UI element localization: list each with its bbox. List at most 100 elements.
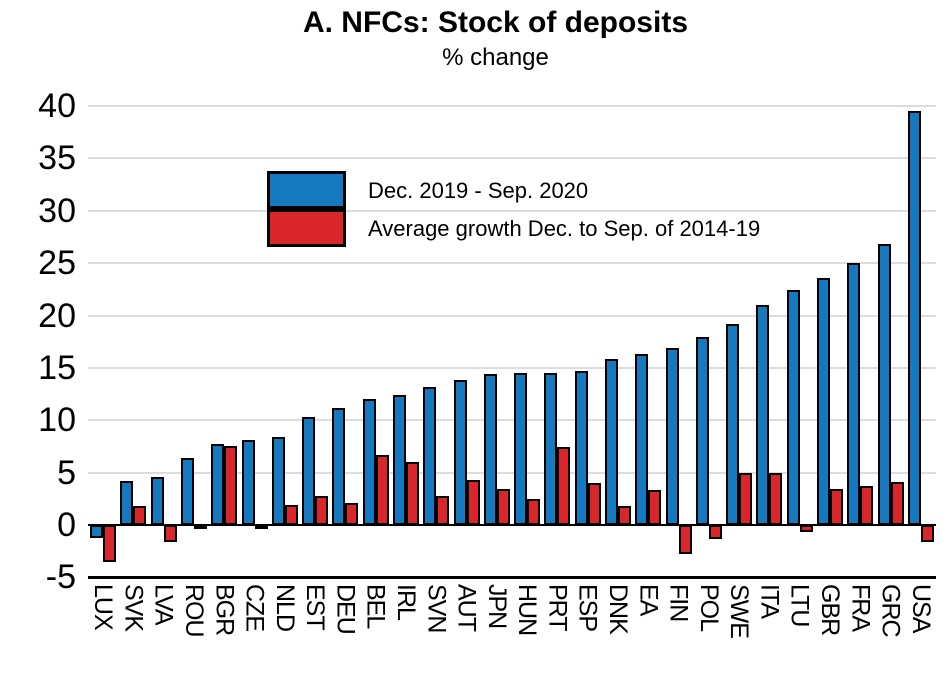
- bar-blue-FIN: [665, 347, 679, 525]
- bar-blue-SVN: [423, 386, 437, 525]
- x-tick-label-LTU: LTU: [785, 584, 814, 627]
- bar-blue-ESP: [574, 371, 588, 525]
- y-tick-label-15: 15: [38, 348, 76, 387]
- bar-blue-HUN: [514, 373, 528, 525]
- x-tick-label-AUT: AUT: [452, 584, 481, 631]
- bar-blue-SWE: [726, 323, 740, 525]
- bar-blue-DEU: [332, 407, 346, 525]
- x-tick-label-JPN: JPN: [482, 584, 511, 629]
- legend-swatch-blue: [267, 171, 346, 209]
- y-tick-label-30: 30: [38, 191, 76, 230]
- bar-red-POL: [708, 525, 722, 539]
- bar-red-LUX: [103, 525, 117, 562]
- x-tick-label-FRA: FRA: [846, 584, 875, 631]
- bar-blue-POL: [695, 337, 709, 525]
- chart-title: A. NFCs: Stock of deposits: [302, 6, 689, 39]
- legend-label-red: Average growth Dec. to Sep. of 2014-19: [368, 216, 761, 241]
- bar-blue-PRT: [544, 373, 558, 525]
- bar-blue-ROU: [181, 457, 194, 525]
- x-tick-label-EA: EA: [634, 584, 663, 616]
- bar-blue-EST: [302, 417, 316, 525]
- bar-red-USA: [920, 525, 934, 542]
- bar-blue-JPN: [483, 374, 497, 525]
- bar-red-SVN: [436, 495, 450, 525]
- bar-blue-IRL: [393, 395, 406, 525]
- bar-red-ESP: [587, 483, 601, 525]
- x-tick-label-EST: EST: [301, 584, 330, 630]
- gridline-y20: [88, 314, 936, 317]
- bar-red-EST: [315, 495, 329, 525]
- bar-blue-SVK: [120, 481, 134, 525]
- bar-red-IRL: [406, 462, 419, 525]
- bar-red-FRA: [860, 486, 874, 525]
- bar-blue-BEL: [362, 399, 376, 525]
- x-tick-label-ROU: ROU: [180, 584, 208, 637]
- bar-red-SVK: [133, 506, 147, 525]
- bar-red-ROU: [194, 525, 207, 529]
- gridline-y15: [88, 366, 936, 369]
- bar-red-AUT: [466, 479, 480, 525]
- x-tick-label-SWE: SWE: [725, 584, 754, 638]
- x-tick-label-GRC: GRC: [876, 584, 905, 637]
- x-tick-label-LVA: LVA: [149, 584, 178, 625]
- x-axis-line: [88, 576, 936, 580]
- y-tick-label-20: 20: [38, 296, 76, 335]
- bar-red-EA: [648, 490, 662, 525]
- bar-blue-LTU: [786, 290, 800, 525]
- bar-red-DEU: [345, 503, 359, 525]
- x-tick-label-IRL: IRL: [392, 584, 420, 620]
- x-tick-label-CZE: CZE: [240, 584, 269, 631]
- gridline-y5: [88, 471, 936, 474]
- x-tick-label-SVN: SVN: [422, 584, 451, 633]
- bar-red-SWE: [739, 472, 753, 525]
- bar-red-BGR: [224, 446, 238, 525]
- x-tick-label-BEL: BEL: [361, 584, 390, 629]
- legend-swatch-red: [267, 209, 346, 247]
- bar-red-LTU: [799, 525, 813, 533]
- bar-red-HUN: [527, 498, 541, 525]
- gridline-y35: [88, 157, 936, 160]
- gridline-y40: [88, 105, 936, 107]
- bar-blue-GBR: [817, 277, 830, 525]
- bar-blue-LVA: [150, 476, 164, 525]
- bar-red-GBR: [830, 489, 843, 525]
- bar-red-ITA: [769, 472, 783, 525]
- y-tick-label-25: 25: [38, 244, 76, 283]
- y-tick-label-10: 10: [38, 401, 76, 440]
- x-tick-label-LUX: LUX: [89, 584, 118, 630]
- bar-red-LVA: [163, 525, 177, 542]
- gridline-y10: [88, 419, 936, 422]
- bar-blue-DNK: [605, 359, 618, 525]
- bar-red-GRC: [890, 482, 904, 525]
- x-tick-label-DEU: DEU: [331, 584, 360, 634]
- zero-baseline: [88, 524, 936, 526]
- gridline-y25: [88, 262, 936, 265]
- y-tick-label-0: 0: [57, 506, 76, 544]
- x-tick-label-FIN: FIN: [664, 584, 693, 622]
- x-tick-label-BGR: BGR: [210, 584, 239, 636]
- bar-blue-EA: [635, 354, 649, 525]
- x-tick-label-USA: USA: [906, 584, 935, 633]
- bar-blue-CZE: [241, 440, 255, 525]
- bar-blue-ITA: [756, 305, 770, 525]
- bar-red-FIN: [678, 525, 692, 555]
- bar-red-NLD: [284, 505, 298, 525]
- bar-blue-USA: [907, 111, 921, 525]
- x-tick-label-GBR: GBR: [816, 584, 844, 636]
- y-tick-label-35: 35: [38, 139, 76, 178]
- bar-blue-GRC: [877, 244, 891, 525]
- y-tick-label--5: -5: [45, 558, 76, 597]
- bar-blue-FRA: [847, 263, 861, 525]
- bar-red-DNK: [618, 506, 631, 525]
- y-tick-label-5: 5: [57, 453, 76, 492]
- y-tick-label-40: 40: [38, 87, 76, 125]
- x-tick-label-POL: POL: [694, 584, 723, 632]
- x-tick-label-DNK: DNK: [604, 584, 632, 634]
- x-tick-label-HUN: HUN: [513, 584, 542, 636]
- x-tick-label-NLD: NLD: [270, 584, 299, 632]
- x-tick-label-SVK: SVK: [119, 584, 148, 632]
- bar-blue-AUT: [453, 380, 467, 525]
- legend-label-blue: Dec. 2019 - Sep. 2020: [368, 178, 589, 203]
- bar-red-BEL: [375, 454, 389, 525]
